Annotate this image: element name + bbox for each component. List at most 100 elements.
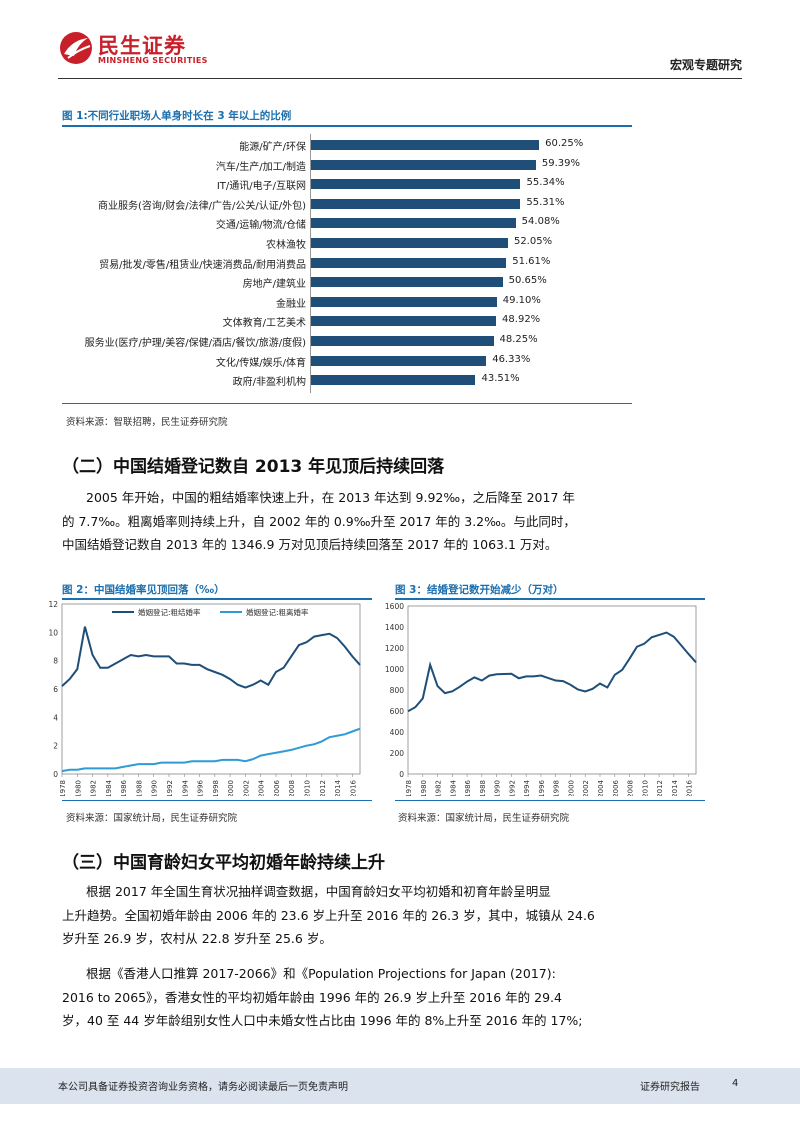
bar — [310, 159, 536, 170]
plot-frame — [61, 603, 361, 775]
section3-para2-line2: 2016 to 2065》，香港女性的平均初婚年龄由 1996 年的 26.9 … — [62, 989, 562, 1005]
bar-category-label: 服务业(医疗/护理/美容/保健/酒店/餐饮/旅游/度假) — [84, 338, 306, 349]
x-tick-label: 2000 — [227, 780, 235, 796]
y-tick-label: 10 — [48, 628, 58, 637]
bar-value-label: 54.08% — [521, 216, 560, 228]
bar-category-label: 农林渔牧 — [266, 240, 306, 251]
section2-heading: （二）中国结婚登记数自 2013 年见顶后持续回落 — [62, 457, 445, 477]
section3-para1-line2: 上升趋势。全国初婚年龄由 2006 年的 23.6 岁上升至 2016 年的 2… — [62, 907, 595, 923]
y-tick-label: 600 — [390, 707, 405, 716]
bar-category-label: 贸易/批发/零售/租赁业/快速消费品/耐用消费品 — [99, 259, 306, 271]
x-tick-label: 2010 — [641, 780, 649, 796]
bar-category-label: 政府/非盈利机构 — [232, 377, 306, 389]
x-tick-label: 1994 — [181, 779, 189, 796]
x-tick-label: 1988 — [135, 780, 143, 796]
x-tick-label: 2012 — [319, 780, 327, 796]
section3-para1-line1: 根据 2017 年全国生育状况抽样调查数据，中国育龄妇女平均初婚和初育年龄呈明显 — [86, 884, 551, 899]
y-tick-label: 200 — [390, 749, 405, 758]
x-tick-label: 1988 — [479, 780, 487, 796]
y-tick-label: 6 — [53, 685, 58, 694]
y-tick-label: 4 — [53, 713, 58, 722]
x-tick-label: 2006 — [612, 779, 620, 796]
section3-paragraph1: 根据 2017 年全国生育状况抽样调查数据，中国育龄妇女平均初婚和初育年龄呈明显… — [62, 880, 742, 951]
y-tick-label: 400 — [390, 728, 405, 737]
bar-value-label: 59.39% — [541, 157, 581, 169]
y-tick-label: 1000 — [385, 665, 404, 674]
page-footer: 本公司具备证券投资咨询业务资格，请务必阅读最后一页免责声明 证券研究报告 4 — [0, 1068, 800, 1104]
bar-value-label: 51.61% — [512, 255, 551, 267]
y-tick-label: 1600 — [385, 602, 404, 611]
bar — [310, 316, 497, 327]
x-tick-label: 2016 — [686, 779, 694, 796]
footer-disclaimer: 本公司具备证券投资咨询业务资格，请务必阅读最后一页免责声明 — [58, 1082, 348, 1093]
bar-category-label: 文化/传媒/娱乐/体育 — [215, 357, 306, 369]
x-tick-label: 1990 — [494, 780, 502, 796]
x-tick-label: 1982 — [90, 780, 98, 796]
bar-value-label: 46.33% — [492, 353, 531, 365]
figure2-top-rule — [62, 598, 372, 600]
x-tick-label: 2002 — [582, 780, 590, 796]
x-tick-label: 2004 — [597, 779, 605, 796]
figure2-line-chart: 0 2 4 6 8 10 12 1978 1980 1982 1984 1986 1988 1990 199… — [48, 600, 361, 796]
section2-paragraph: 2005 年开始，中国的粗结婚率快速上升，在 2013 年达到 9.92‰，之后… — [62, 486, 742, 557]
y-tick-label: 2 — [53, 742, 58, 751]
x-tick-label: 1978 — [59, 780, 67, 796]
x-tick-label: 2014 — [334, 779, 342, 796]
x-tick-label: 2016 — [349, 779, 357, 796]
bar-value-label: 48.25% — [499, 334, 538, 345]
x-tick-label: 1984 — [105, 779, 113, 796]
y-tick-label: 8 — [53, 657, 58, 666]
figure3-bottom-rule — [395, 800, 705, 801]
x-tick-label: 2012 — [656, 780, 664, 796]
x-tick-label: 1980 — [420, 780, 428, 796]
page-header: 民生证券 MINSHENG SECURITIES 宏观专题研究 — [0, 0, 800, 80]
bar — [310, 140, 540, 150]
bar-category-label: 商业服务(咨询/财会/法律/广告/公关/认证/外包) — [97, 200, 306, 212]
section3-heading: （三）中国育龄妇女平均初婚年龄持续上升 — [62, 853, 385, 873]
bar-value-label: 52.05% — [513, 236, 553, 247]
figure3-line-chart: 0 200 400 600 800 1000 1200 1400 1600 1978 1980 198… — [385, 602, 697, 796]
figure1-title: 图 1:不同行业职场人单身时长在 3 年以上的比例 — [62, 110, 292, 122]
legend-label: 婚姻登记:粗离婚率 — [246, 607, 309, 617]
x-tick-label: 2004 — [258, 779, 266, 796]
y-tick-label: 0 — [53, 770, 58, 779]
bar-value-label: 55.34% — [526, 177, 565, 189]
x-tick-label: 1998 — [212, 780, 220, 796]
y-tick-label: 800 — [390, 686, 405, 695]
figure2-title: 图 2：中国结婚率见顶回落（‰） — [62, 584, 225, 596]
bar — [310, 277, 503, 288]
series-line — [61, 626, 361, 689]
x-tick-label: 1992 — [166, 780, 174, 796]
bar — [310, 336, 494, 346]
bar — [310, 355, 487, 366]
x-tick-label: 2002 — [242, 780, 250, 796]
bar-category-label: 能源/矿产/环保 — [239, 142, 306, 153]
x-tick-label: 1998 — [553, 780, 561, 796]
x-tick-label: 1986 — [464, 779, 472, 796]
section3-para2-line3: 岁，40 至 44 岁年龄组别女性人口中未婚女性占比由 1996 年的 8%上升… — [62, 1013, 583, 1028]
bar-value-label: 60.25% — [545, 138, 584, 149]
figure2-source: 资料来源：国家统计局，民生证券研究院 — [66, 813, 238, 824]
x-tick-label: 2006 — [273, 779, 281, 796]
y-tick-label: 0 — [399, 770, 404, 779]
bar — [310, 218, 516, 229]
figure3-source: 资料来源：国家统计局，民生证券研究院 — [398, 813, 570, 824]
y-tick-label: 1400 — [385, 623, 404, 632]
bar-value-label: 43.51% — [481, 373, 520, 385]
x-tick-label: 2010 — [304, 780, 312, 796]
section2-para-line1: 2005 年开始，中国的粗结婚率快速上升，在 2013 年达到 9.92‰，之后… — [86, 490, 575, 505]
logo-text-en: MINSHENG SECURITIES — [98, 56, 208, 65]
y-tick-label: 1200 — [385, 644, 404, 653]
bar-category-label: 汽车/生产/加工/制造 — [215, 161, 306, 173]
figure1-bottom-rule — [62, 403, 632, 404]
bar-value-label: 49.10% — [502, 294, 541, 306]
bar-category-label: 文体教育/工艺美术 — [222, 318, 306, 330]
bar-category-label: IT/通讯/电子/互联网 — [216, 181, 306, 193]
x-tick-label: 1992 — [508, 780, 516, 796]
bar — [310, 238, 508, 248]
footer-report-type: 证券研究报告 — [640, 1082, 700, 1093]
bar — [310, 375, 476, 386]
x-tick-label: 1978 — [405, 780, 413, 796]
logo-text-cn: 民生证券 — [98, 34, 186, 58]
report-category: 宏观专题研究 — [669, 58, 742, 72]
